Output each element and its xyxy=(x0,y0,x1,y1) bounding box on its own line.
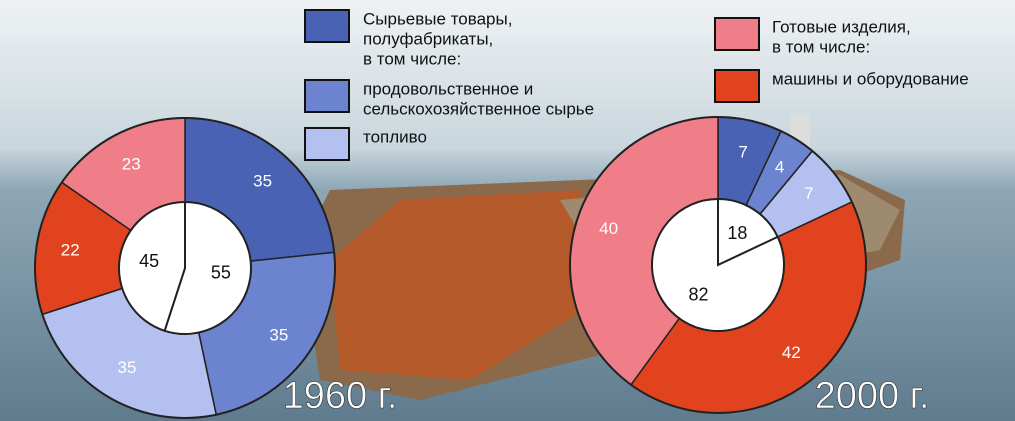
inner-label: 82 xyxy=(689,284,709,304)
legend-label: продовольственное и xyxy=(363,79,533,98)
legend-label: машины и оборудование xyxy=(772,69,969,88)
outer-label: 35 xyxy=(118,358,137,377)
legend-label: сельскохозяйственное сырье xyxy=(363,99,594,118)
page: {"chart_data": [ {"type": "donut", "labe… xyxy=(0,0,1015,421)
outer-label: 40 xyxy=(599,219,618,238)
legend-label: топливо xyxy=(363,127,427,146)
outer-label: 23 xyxy=(122,155,141,174)
legend-swatch xyxy=(305,80,349,112)
inner-label: 45 xyxy=(139,251,159,271)
inner-label: 55 xyxy=(211,262,231,282)
legend-label: Готовые изделия, xyxy=(772,17,911,36)
outer-label: 7 xyxy=(804,184,813,203)
legend-swatch xyxy=(715,70,759,102)
legend-label: в том числе: xyxy=(772,37,870,56)
inner-label: 18 xyxy=(727,223,747,243)
year-label: 1960 г. xyxy=(283,375,398,417)
legend-swatch xyxy=(305,128,349,160)
outer-label: 35 xyxy=(253,171,272,190)
infographic: 353535222355451960 г.747424018822000 г. … xyxy=(0,0,1015,421)
outer-label: 4 xyxy=(775,157,784,176)
outer-label: 22 xyxy=(61,241,80,260)
outer-label: 35 xyxy=(269,326,288,345)
legend-swatch xyxy=(715,18,759,50)
year-label: 2000 г. xyxy=(815,375,930,417)
legend-label: полуфабрикаты, xyxy=(363,29,493,48)
legend-label: в том числе: xyxy=(363,49,461,68)
outer-label: 42 xyxy=(782,343,801,362)
legend-label: Сырьевые товары, xyxy=(363,9,512,28)
outer-label: 7 xyxy=(738,142,747,161)
legend-swatch xyxy=(305,10,349,42)
